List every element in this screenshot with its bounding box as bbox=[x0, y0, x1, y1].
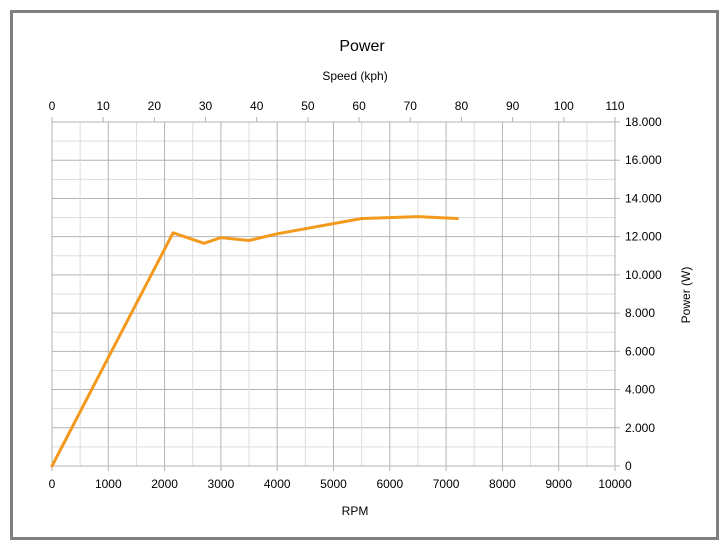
x-tick-label: 3000 bbox=[208, 477, 235, 491]
x2-tick-label: 10 bbox=[97, 99, 111, 113]
x2-tick-label: 20 bbox=[148, 99, 162, 113]
y-tick-label: 4.000 bbox=[625, 383, 655, 397]
x2-tick-label: 50 bbox=[301, 99, 315, 113]
y-axis-label: Power (W) bbox=[679, 267, 693, 324]
x2-tick-label: 110 bbox=[605, 99, 624, 113]
series-group bbox=[50, 215, 459, 468]
x2-tick-label: 80 bbox=[455, 99, 469, 113]
y-tick-label: 16.000 bbox=[625, 153, 662, 167]
chart-title: Power bbox=[339, 38, 385, 55]
power-series-line bbox=[50, 215, 459, 468]
x-tick-label: 6000 bbox=[376, 477, 403, 491]
y-tick-label: 8.000 bbox=[625, 306, 655, 320]
x2-tick-label: 0 bbox=[49, 99, 56, 113]
x-tick-label: 7000 bbox=[433, 477, 460, 491]
y-tick-label: 10.000 bbox=[625, 268, 662, 282]
y-tick-label: 0 bbox=[625, 459, 632, 473]
x-tick-label: 0 bbox=[49, 477, 56, 491]
grid bbox=[51, 121, 616, 467]
y-tick-label: 6.000 bbox=[625, 344, 655, 358]
y-tick-label: 18.000 bbox=[625, 115, 662, 129]
y-tick-label: 14.000 bbox=[625, 191, 662, 205]
y-tick-label: 12.000 bbox=[625, 230, 662, 244]
x2-tick-label: 70 bbox=[404, 99, 418, 113]
x-tick-label: 8000 bbox=[489, 477, 516, 491]
x2-tick-label: 100 bbox=[554, 99, 574, 113]
x-tick-label: 9000 bbox=[545, 477, 572, 491]
x2-axis-label: Speed (kph) bbox=[322, 69, 387, 83]
x-tick-label: 10000 bbox=[598, 477, 632, 491]
x-tick-label: 4000 bbox=[264, 477, 291, 491]
x2-tick-label: 90 bbox=[506, 99, 520, 113]
x-axis-label: RPM bbox=[342, 504, 369, 518]
y-tick-label: 2.000 bbox=[625, 421, 655, 435]
x2-tick-label: 30 bbox=[199, 99, 213, 113]
x-tick-label: 5000 bbox=[320, 477, 347, 491]
tick-labels: 0 1000 2000 3000 4000 5000 6000 7000 8000 9000 100… bbox=[49, 99, 662, 491]
x-tick-label: 2000 bbox=[151, 477, 178, 491]
x-tick-label: 1000 bbox=[95, 477, 122, 491]
axes bbox=[51, 117, 620, 471]
x2-tick-label: 60 bbox=[352, 99, 366, 113]
x2-tick-label: 40 bbox=[250, 99, 264, 113]
